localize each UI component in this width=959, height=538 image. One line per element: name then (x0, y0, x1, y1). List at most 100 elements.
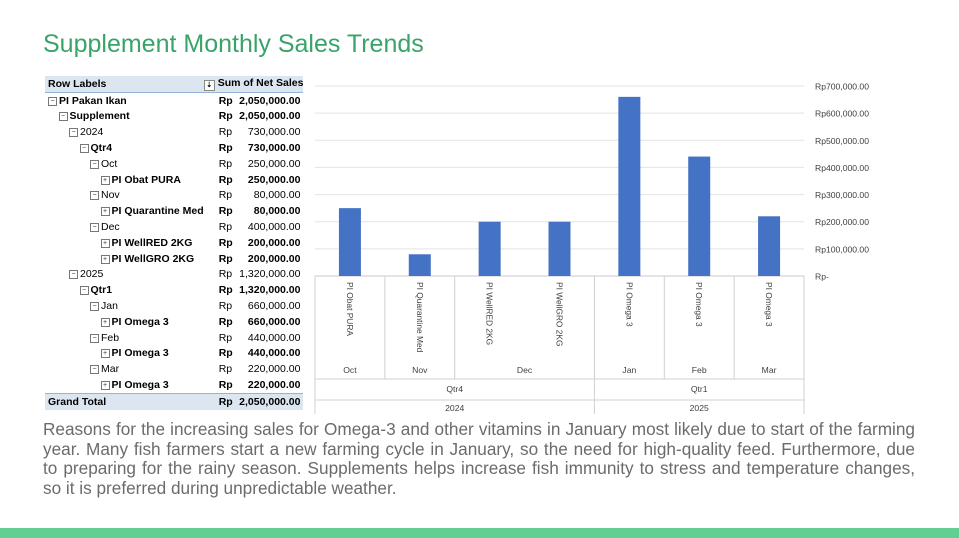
row-label: Dec (101, 221, 120, 234)
pivot-header-cell[interactable]: Row Labels (45, 76, 204, 93)
row-label-cell[interactable]: + PI Obat PURA (45, 172, 204, 188)
pivot-row[interactable]: + PI WellRED 2KG Rp 200,000.00 (45, 235, 303, 251)
collapse-icon[interactable]: − (90, 223, 99, 233)
bar[interactable] (758, 216, 781, 276)
pivot-row[interactable]: − Feb Rp 440,000.00 (45, 330, 303, 346)
pivot-row[interactable]: + PI WellGRO 2KG Rp 200,000.00 (45, 251, 303, 267)
row-value-wrap: Rp 250,000.00 (204, 174, 304, 186)
bar[interactable] (688, 156, 711, 276)
expand-icon[interactable]: + (100, 175, 110, 185)
row-label-cell[interactable]: − Qtr1 (45, 282, 204, 298)
bar[interactable] (548, 221, 571, 276)
filter-icon[interactable]: ⇣ (203, 79, 215, 91)
row-label-cell[interactable]: + PI WellGRO 2KG (45, 251, 204, 267)
row-value-cell: Rp 440,000.00 (204, 346, 304, 362)
bar[interactable] (338, 208, 361, 276)
row-value-cell: Rp 80,000.00 (204, 203, 304, 219)
row-label-wrap: − Mar (45, 363, 119, 375)
x-tick-label: PI Obat PURA (345, 282, 355, 336)
pivot-row[interactable]: + PI Omega 3 Rp 440,000.00 (45, 346, 303, 362)
collapse-icon[interactable]: − (90, 191, 99, 201)
pivot-row[interactable]: − Jan Rp 660,000.00 (45, 298, 303, 314)
collapse-icon[interactable]: − (90, 302, 99, 312)
row-label-cell[interactable]: −2025 (45, 267, 204, 283)
grand-total-row[interactable]: Grand Total Rp 2,050,000.00 (45, 392, 304, 410)
bar[interactable] (618, 96, 641, 276)
pivot-row[interactable]: −2025 Rp 1,320,000.00 (45, 267, 303, 283)
row-value-wrap: Rp 80,000.00 (204, 205, 304, 217)
pivot-header-cell[interactable]: ⇣ Sum of Net Sales (203, 76, 304, 93)
row-label-cell[interactable]: − Nov (45, 188, 204, 204)
row-label-wrap: + PI Omega 3 (45, 347, 169, 359)
collapse-icon[interactable]: − (90, 365, 99, 375)
row-label-cell[interactable]: − Feb (45, 330, 204, 346)
expand-icon[interactable]: + (100, 207, 110, 217)
row-label: PI Pakan Ikan (59, 94, 127, 107)
collapse-icon[interactable]: − (79, 144, 89, 154)
pivot-row[interactable]: − Nov Rp 80,000.00 (45, 188, 303, 204)
y-tick-label: Rp- (815, 272, 829, 282)
pivot-row[interactable]: − Oct Rp 250,000.00 (45, 156, 303, 172)
row-label-wrap: − Dec (45, 221, 120, 233)
row-value-wrap: Rp 200,000.00 (204, 253, 304, 265)
row-label-cell[interactable]: − Oct (45, 156, 204, 172)
currency-label: Rp (218, 347, 233, 360)
bar[interactable] (408, 254, 431, 276)
row-label-cell[interactable]: + PI Quarantine Med (45, 203, 204, 219)
row-value-wrap: Rp 2,050,000.00 (204, 95, 304, 107)
row-label-cell[interactable]: − PI Pakan Ikan (45, 92, 204, 108)
row-value-cell: Rp 730,000.00 (204, 124, 304, 140)
expand-icon[interactable]: + (100, 349, 110, 359)
collapse-icon[interactable]: − (69, 270, 78, 280)
currency-label: Rp (218, 221, 233, 234)
row-label-cell[interactable]: − Dec (45, 219, 204, 235)
collapse-icon[interactable]: − (79, 286, 89, 296)
row-label-cell[interactable]: + PI Omega 3 (45, 314, 204, 330)
pivot-row[interactable]: + PI Omega 3 Rp 660,000.00 (45, 314, 303, 330)
row-label-wrap: + PI Omega 3 (45, 316, 169, 328)
row-value-wrap: Rp 1,320,000.00 (204, 284, 304, 296)
row-value-cell: Rp 1,320,000.00 (204, 267, 304, 283)
pivot-row[interactable]: −2024 Rp 730,000.00 (45, 124, 303, 140)
row-label-cell[interactable]: + PI Omega 3 (45, 346, 204, 362)
x-tick-label: PI Omega 3 (624, 282, 634, 327)
row-label: Jan (101, 300, 118, 313)
pivot-row[interactable]: + PI Obat PURA Rp 250,000.00 (45, 172, 303, 188)
pivot-row[interactable]: − PI Pakan Ikan Rp 2,050,000.00 (45, 92, 303, 108)
row-label-cell[interactable]: − Qtr4 (45, 140, 204, 156)
row-value-cell: Rp 2,050,000.00 (204, 109, 304, 125)
x-tick-label: PI WellGRO 2KG (555, 282, 565, 347)
row-label-cell[interactable]: − Jan (45, 298, 204, 314)
collapse-icon[interactable]: − (48, 96, 57, 106)
pivot-row[interactable]: + PI Quarantine Med Rp 80,000.00 (45, 203, 303, 219)
collapse-icon[interactable]: − (90, 333, 99, 343)
pivot-row[interactable]: − Dec Rp 400,000.00 (45, 219, 303, 235)
month-label: Mar (762, 365, 777, 375)
expand-icon[interactable]: + (100, 238, 110, 248)
pivot-row[interactable]: − Mar Rp 220,000.00 (45, 361, 303, 377)
row-value-wrap: Rp 2,050,000.00 (204, 396, 304, 408)
collapse-icon[interactable]: − (58, 112, 68, 122)
row-value: 440,000.00 (247, 331, 301, 344)
row-label-cell[interactable]: − Supplement (45, 109, 204, 125)
expand-icon[interactable]: + (100, 254, 110, 264)
row-value-cell: Rp 660,000.00 (204, 314, 304, 330)
row-label-cell[interactable]: − Mar (45, 361, 204, 377)
sum-net-sales-header: Sum of Net Sales (217, 76, 304, 89)
row-label-cell[interactable]: Grand Total (45, 392, 204, 410)
row-label-cell[interactable]: + PI WellRED 2KG (45, 235, 204, 251)
pivot-row[interactable]: − Supplement Rp 2,050,000.00 (45, 109, 303, 125)
row-value: 1,320,000.00 (239, 284, 301, 297)
row-label-cell[interactable]: + PI Omega 3 (45, 377, 204, 393)
collapse-icon[interactable]: − (90, 159, 99, 169)
expand-icon[interactable]: + (100, 381, 110, 391)
collapse-icon[interactable]: − (69, 128, 78, 138)
pivot-row[interactable]: − Qtr1 Rp 1,320,000.00 (45, 282, 303, 298)
currency-label: Rp (218, 284, 233, 297)
analysis-paragraph: Reasons for the increasing sales for Ome… (43, 419, 915, 498)
pivot-row[interactable]: − Qtr4 Rp 730,000.00 (45, 140, 303, 156)
row-label-cell[interactable]: −2024 (45, 124, 204, 140)
bar[interactable] (478, 221, 501, 276)
pivot-row[interactable]: + PI Omega 3 Rp 220,000.00 (45, 377, 303, 393)
expand-icon[interactable]: + (100, 317, 110, 327)
